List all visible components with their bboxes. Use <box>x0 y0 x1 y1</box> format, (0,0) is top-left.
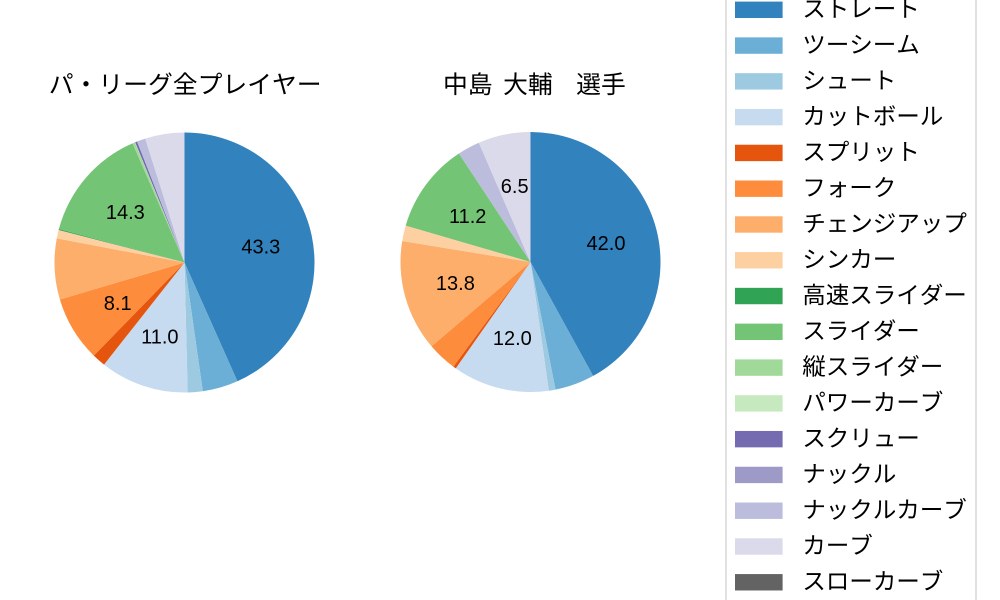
svg-text:11.0: 11.0 <box>141 327 178 349</box>
svg-text:8.1: 8.1 <box>104 293 132 315</box>
svg-text:12.0: 12.0 <box>493 328 532 350</box>
svg-text:13.8: 13.8 <box>436 273 475 295</box>
svg-text:11.2: 11.2 <box>449 206 486 228</box>
svg-text:6.5: 6.5 <box>501 176 529 198</box>
svg-text:42.0: 42.0 <box>587 233 626 255</box>
svg-text:43.3: 43.3 <box>241 237 280 259</box>
svg-text:14.3: 14.3 <box>106 202 145 224</box>
